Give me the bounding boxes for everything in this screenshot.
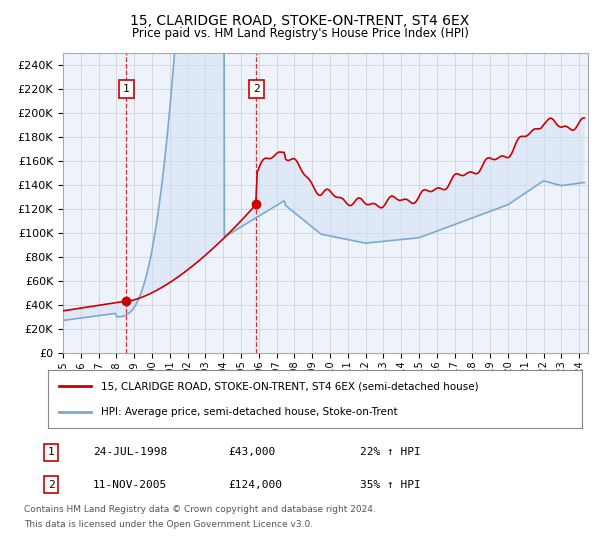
Text: 22% ↑ HPI: 22% ↑ HPI [360, 447, 421, 458]
Text: This data is licensed under the Open Government Licence v3.0.: This data is licensed under the Open Gov… [24, 520, 313, 529]
Text: 11-NOV-2005: 11-NOV-2005 [93, 480, 167, 490]
Text: 2: 2 [253, 84, 260, 94]
Text: 1: 1 [47, 447, 55, 458]
Text: £124,000: £124,000 [228, 480, 282, 490]
Text: £43,000: £43,000 [228, 447, 275, 458]
Text: 15, CLARIDGE ROAD, STOKE-ON-TRENT, ST4 6EX: 15, CLARIDGE ROAD, STOKE-ON-TRENT, ST4 6… [130, 14, 470, 28]
Text: 1: 1 [123, 84, 130, 94]
Text: Contains HM Land Registry data © Crown copyright and database right 2024.: Contains HM Land Registry data © Crown c… [24, 505, 376, 514]
Text: HPI: Average price, semi-detached house, Stoke-on-Trent: HPI: Average price, semi-detached house,… [101, 407, 398, 417]
Text: 35% ↑ HPI: 35% ↑ HPI [360, 480, 421, 490]
Text: 24-JUL-1998: 24-JUL-1998 [93, 447, 167, 458]
Text: Price paid vs. HM Land Registry's House Price Index (HPI): Price paid vs. HM Land Registry's House … [131, 27, 469, 40]
Text: 2: 2 [47, 480, 55, 490]
Text: 15, CLARIDGE ROAD, STOKE-ON-TRENT, ST4 6EX (semi-detached house): 15, CLARIDGE ROAD, STOKE-ON-TRENT, ST4 6… [101, 381, 479, 391]
